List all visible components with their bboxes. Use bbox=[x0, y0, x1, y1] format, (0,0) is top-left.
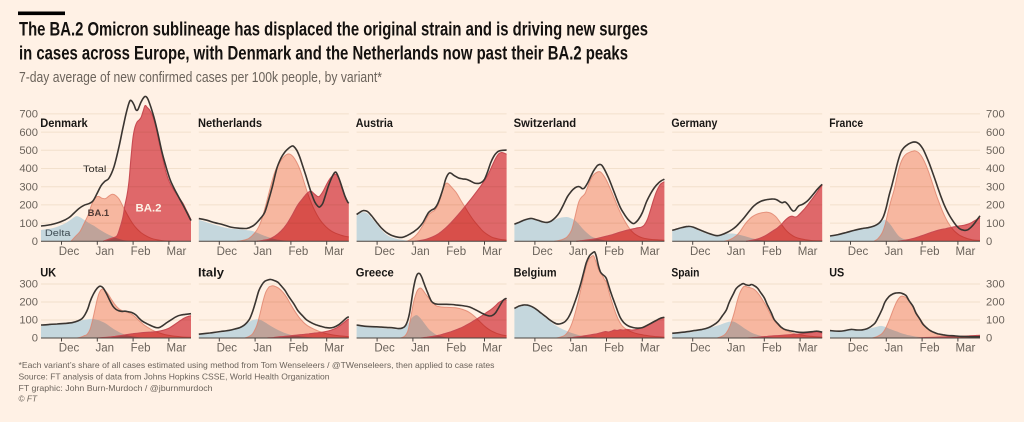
svg-text:Dec: Dec bbox=[848, 343, 869, 355]
svg-text:0: 0 bbox=[32, 333, 38, 345]
svg-text:Mar: Mar bbox=[798, 246, 818, 258]
svg-text:0: 0 bbox=[986, 236, 992, 248]
svg-text:in cases across Europe, with D: in cases across Europe, with Denmark and… bbox=[19, 43, 628, 65]
svg-text:Jan: Jan bbox=[569, 246, 588, 258]
svg-text:Jan: Jan bbox=[569, 343, 588, 355]
svg-text:Dec: Dec bbox=[374, 343, 395, 355]
svg-text:Dec: Dec bbox=[217, 343, 238, 355]
svg-text:700: 700 bbox=[986, 109, 1005, 121]
svg-text:Total: Total bbox=[83, 164, 106, 174]
svg-text:Jan: Jan bbox=[411, 343, 430, 355]
svg-text:Netherlands: Netherlands bbox=[198, 116, 262, 130]
svg-text:Jan: Jan bbox=[727, 246, 746, 258]
svg-text:Dec: Dec bbox=[217, 246, 238, 258]
svg-text:Jan: Jan bbox=[411, 246, 430, 258]
svg-text:FT graphic: John Burn-Murdoch: FT graphic: John Burn-Murdoch / @jburnmu… bbox=[19, 383, 213, 393]
svg-text:France: France bbox=[829, 116, 863, 130]
svg-text:300: 300 bbox=[19, 279, 38, 291]
svg-text:Dec: Dec bbox=[690, 246, 711, 258]
svg-text:Dec: Dec bbox=[690, 343, 711, 355]
svg-text:Delta: Delta bbox=[45, 228, 72, 238]
svg-text:Feb: Feb bbox=[131, 343, 151, 355]
svg-text:Mar: Mar bbox=[482, 343, 502, 355]
svg-text:The BA.2 Omicron sublineage ha: The BA.2 Omicron sublineage has displace… bbox=[19, 19, 648, 41]
svg-text:Jan: Jan bbox=[885, 246, 904, 258]
svg-text:Feb: Feb bbox=[762, 343, 782, 355]
svg-text:Italy: Italy bbox=[198, 266, 224, 280]
svg-text:Mar: Mar bbox=[166, 343, 186, 355]
svg-text:400: 400 bbox=[986, 163, 1005, 175]
svg-text:*Each variant’s share of all c: *Each variant’s share of all cases estim… bbox=[19, 360, 495, 370]
svg-text:Mar: Mar bbox=[482, 246, 502, 258]
svg-text:600: 600 bbox=[19, 127, 38, 139]
svg-text:Feb: Feb bbox=[446, 343, 466, 355]
svg-text:Mar: Mar bbox=[640, 246, 660, 258]
svg-text:Jan: Jan bbox=[727, 343, 746, 355]
svg-text:700: 700 bbox=[19, 109, 38, 121]
svg-text:Dec: Dec bbox=[374, 246, 395, 258]
svg-text:0: 0 bbox=[32, 236, 38, 248]
svg-text:Jan: Jan bbox=[253, 343, 272, 355]
svg-text:Dec: Dec bbox=[532, 343, 553, 355]
svg-text:Dec: Dec bbox=[532, 246, 553, 258]
svg-text:Belgium: Belgium bbox=[514, 266, 557, 280]
svg-text:Mar: Mar bbox=[798, 343, 818, 355]
svg-text:7-day average of new confirmed: 7-day average of new confirmed cases per… bbox=[19, 69, 382, 86]
svg-text:Feb: Feb bbox=[604, 246, 624, 258]
svg-text:Greece: Greece bbox=[356, 266, 394, 280]
svg-text:Dec: Dec bbox=[59, 343, 80, 355]
svg-text:Mar: Mar bbox=[324, 246, 344, 258]
svg-text:Spain: Spain bbox=[671, 266, 699, 280]
svg-text:UK: UK bbox=[40, 266, 56, 280]
svg-text:BA.2: BA.2 bbox=[136, 202, 162, 214]
svg-text:Mar: Mar bbox=[166, 246, 186, 258]
svg-text:300: 300 bbox=[986, 279, 1005, 291]
svg-text:Dec: Dec bbox=[59, 246, 80, 258]
svg-text:BA.1: BA.1 bbox=[88, 208, 110, 218]
svg-text:Feb: Feb bbox=[604, 343, 624, 355]
svg-text:Switzerland: Switzerland bbox=[514, 116, 577, 130]
svg-text:Feb: Feb bbox=[920, 246, 940, 258]
svg-text:100: 100 bbox=[986, 218, 1005, 230]
svg-text:Denmark: Denmark bbox=[40, 116, 88, 130]
svg-text:US: US bbox=[829, 266, 844, 280]
svg-text:100: 100 bbox=[19, 315, 38, 327]
svg-text:600: 600 bbox=[986, 127, 1005, 139]
svg-text:100: 100 bbox=[19, 218, 38, 230]
svg-text:400: 400 bbox=[19, 163, 38, 175]
svg-text:Feb: Feb bbox=[446, 246, 466, 258]
svg-text:Mar: Mar bbox=[955, 343, 975, 355]
svg-text:Dec: Dec bbox=[848, 246, 869, 258]
svg-text:100: 100 bbox=[986, 315, 1005, 327]
svg-text:200: 200 bbox=[19, 297, 38, 309]
svg-text:Feb: Feb bbox=[288, 343, 308, 355]
svg-text:300: 300 bbox=[19, 181, 38, 193]
svg-text:Germany: Germany bbox=[671, 116, 717, 130]
svg-text:Jan: Jan bbox=[885, 343, 904, 355]
svg-text:Feb: Feb bbox=[131, 246, 151, 258]
svg-text:300: 300 bbox=[986, 181, 1005, 193]
svg-text:Austria: Austria bbox=[356, 116, 393, 130]
svg-text:200: 200 bbox=[986, 200, 1005, 212]
svg-text:500: 500 bbox=[986, 145, 1005, 157]
svg-text:200: 200 bbox=[986, 297, 1005, 309]
svg-text:Mar: Mar bbox=[324, 343, 344, 355]
svg-text:Source: FT analysis of data fr: Source: FT analysis of data from Johns H… bbox=[19, 372, 330, 382]
svg-text:200: 200 bbox=[19, 200, 38, 212]
svg-text:Jan: Jan bbox=[96, 343, 115, 355]
svg-text:Feb: Feb bbox=[920, 343, 940, 355]
svg-text:Mar: Mar bbox=[640, 343, 660, 355]
svg-text:© FT: © FT bbox=[19, 394, 38, 404]
svg-text:500: 500 bbox=[19, 145, 38, 157]
svg-text:0: 0 bbox=[986, 333, 992, 345]
svg-text:Mar: Mar bbox=[955, 246, 975, 258]
svg-text:Jan: Jan bbox=[96, 246, 115, 258]
svg-text:Feb: Feb bbox=[762, 246, 782, 258]
svg-text:Feb: Feb bbox=[288, 246, 308, 258]
svg-text:Jan: Jan bbox=[253, 246, 272, 258]
